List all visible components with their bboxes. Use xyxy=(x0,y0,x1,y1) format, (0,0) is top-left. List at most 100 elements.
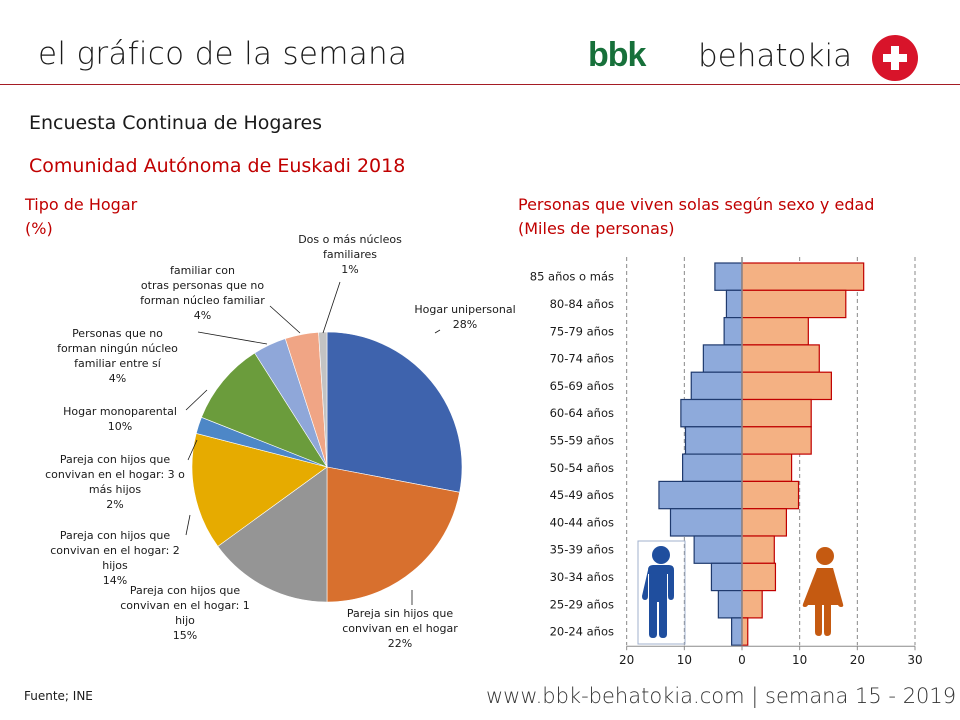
footer-url[interactable]: www.bbk-behatokia.com | semana 15 - 2019 xyxy=(486,684,957,708)
pie-label-line: Pareja con hijos que xyxy=(129,584,241,597)
bar-women xyxy=(741,398,812,428)
pie-slices xyxy=(191,331,463,603)
bar-men xyxy=(682,453,743,483)
category-label: 40-44 años xyxy=(550,515,614,529)
pie-label-line: hijos xyxy=(102,559,128,572)
pie-label: Hogar monoparental 10% xyxy=(40,404,200,434)
bar-women xyxy=(741,262,865,291)
bar-women xyxy=(741,562,777,592)
category-label: 50-54 años xyxy=(550,461,614,475)
pyramid-axis: 20 10 0 10 20 30 xyxy=(619,645,923,667)
region-title: Comunidad Autónoma de Euskadi 2018 xyxy=(29,155,406,177)
pie-slice xyxy=(326,331,463,493)
pie-label-line: 4% xyxy=(108,372,127,385)
pyramid-bars xyxy=(658,257,865,646)
pie-label-line: 14% xyxy=(102,574,128,587)
pie-chart-title: Tipo de Hogar (%) xyxy=(25,193,137,241)
pie-leader-line xyxy=(197,331,268,345)
pyramid-title-text: Personas que viven solas según sexo y ed… xyxy=(518,195,875,214)
pie-label-line: familiar con xyxy=(169,264,235,277)
pyramid-chart-title: Personas que viven solas según sexo y ed… xyxy=(518,193,874,241)
pie-label-line: 1% xyxy=(341,263,359,276)
pyramid-subtitle-text: (Miles de personas) xyxy=(518,219,675,238)
bar-women xyxy=(741,344,820,373)
pyramid-category-labels: 85 años o más 80-84 años 75-79 años 70-74 a… xyxy=(530,270,614,639)
pyramid-icons xyxy=(637,540,844,645)
bar-women xyxy=(741,508,788,537)
pie-label: Pareja con hijos que convivan en el hogar… xyxy=(115,583,255,643)
pie-leader-line xyxy=(187,439,198,461)
category-label: 85 años o más xyxy=(530,270,614,284)
bar-men xyxy=(690,371,743,401)
pie-leader-line xyxy=(434,329,441,334)
category-label: 75-79 años xyxy=(550,324,614,338)
pie-label: Pareja sin hijos que convivan en el hogar… xyxy=(335,606,465,651)
pie-slice xyxy=(318,331,328,468)
pie-label: familiar con otras personas que no forman … xyxy=(125,263,280,323)
bar-women xyxy=(741,453,793,483)
category-label: 60-64 años xyxy=(550,406,614,420)
category-label: 65-69 años xyxy=(550,379,614,393)
male-icon xyxy=(642,546,674,638)
bar-women xyxy=(741,589,763,619)
pie-leader-line xyxy=(185,514,191,536)
pie-slice xyxy=(201,352,328,468)
category-label: 25-29 años xyxy=(550,597,614,611)
pie-label-line: convivan en el hogar: 2 xyxy=(50,544,180,557)
pie-leader-lines xyxy=(185,281,441,605)
pie-label-line: Dos o más núcleos xyxy=(298,233,402,246)
bar-women xyxy=(741,371,832,401)
bar-women xyxy=(741,317,809,346)
bar-men xyxy=(702,344,743,373)
pie-label-line: 2% xyxy=(106,498,124,511)
footer-source: Fuente; INE xyxy=(24,689,93,703)
x-tick-label: 10 xyxy=(792,653,807,667)
pie-label: Hogar unipersonal 28% xyxy=(395,302,535,332)
pie-label-line: Pareja con hijos que xyxy=(59,453,171,466)
category-label: 55-59 años xyxy=(550,433,614,447)
bar-men xyxy=(710,562,743,592)
category-label: 80-84 años xyxy=(550,297,614,311)
pie-label-line: 15% xyxy=(172,629,198,642)
pie-label-line: Pareja con hijos que xyxy=(59,529,171,542)
pie-label-line: forman núcleo familiar xyxy=(140,294,265,307)
pie-leader-line xyxy=(269,305,301,334)
bar-men xyxy=(717,589,743,619)
pyramid-chart: 20 10 0 10 20 30 85 años o más 80-84 años 75-79… xyxy=(530,257,923,667)
male-icon-frame xyxy=(637,540,686,645)
pie-leader-line xyxy=(322,281,341,334)
x-tick-label: 0 xyxy=(738,653,746,667)
pie-label-line: otras personas que no xyxy=(140,279,265,292)
category-label: 20-24 años xyxy=(550,625,614,639)
pie-label-line: Hogar monoparental xyxy=(63,405,177,418)
pie-label: Pareja con hijos que convivan en el hogar… xyxy=(30,452,200,512)
bar-men xyxy=(723,317,743,346)
pie-label-line: hijo xyxy=(175,614,195,627)
pie-label-line: 22% xyxy=(387,637,413,650)
header-title: el gráfico de la semana xyxy=(38,36,408,72)
logo-bbk: bbk xyxy=(588,36,646,74)
logo-cross-icon xyxy=(872,35,918,81)
category-label: 70-74 años xyxy=(550,352,614,366)
female-icon xyxy=(802,547,844,636)
pie-label-line: Pareja sin hijos que xyxy=(346,607,454,620)
pie-label-line: 28% xyxy=(452,318,478,331)
pie-label-line: Personas que no xyxy=(72,327,163,340)
bar-men xyxy=(714,262,743,291)
pie-title-text: Tipo de Hogar xyxy=(25,195,138,214)
x-tick-label: 20 xyxy=(850,653,865,667)
category-label: 45-49 años xyxy=(550,488,614,502)
category-label: 30-34 años xyxy=(550,570,614,584)
bar-women xyxy=(741,480,800,510)
bar-men xyxy=(680,398,743,428)
x-tick-label: 30 xyxy=(907,653,922,667)
pie-subtitle-text: (%) xyxy=(25,219,53,238)
survey-subtitle: Encuesta Continua de Hogares xyxy=(29,112,323,134)
pie-label-line: convivan en el hogar xyxy=(342,622,458,635)
x-tick-label: 10 xyxy=(677,653,692,667)
bar-women xyxy=(741,535,775,564)
pie-label-line: familiares xyxy=(322,248,378,261)
pie-label: Dos o más núcleos familiares 1% xyxy=(285,232,415,277)
bar-women xyxy=(741,617,749,646)
pie-leader-line xyxy=(185,389,208,411)
